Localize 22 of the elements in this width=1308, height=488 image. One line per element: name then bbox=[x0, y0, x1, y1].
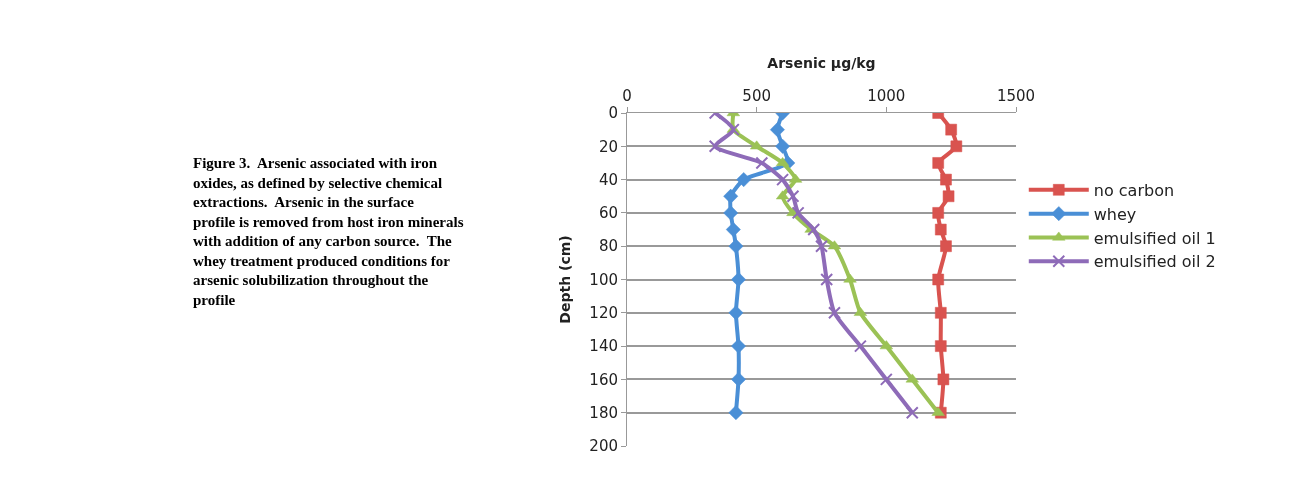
legend-label: emulsified oil 2 bbox=[1093, 252, 1216, 272]
y-tick-label: 200 bbox=[589, 437, 618, 456]
y-tick-label: 180 bbox=[589, 403, 618, 422]
legend-label: whey bbox=[1093, 204, 1137, 224]
legend-label: no carbon bbox=[1093, 181, 1175, 201]
caption: Figure 3. Arsenic associated with iron oxides, as defined by selective chemical extractions. Arsenic in the surface profile is removed from host iron minerals with addition of any carbon source. The whey treatment produced conditions for arsenic solubilization throughout the profile bbox=[193, 155, 464, 308]
y-tick-label: 60 bbox=[598, 204, 618, 223]
y-tick-label: 20 bbox=[598, 137, 618, 156]
x-tick-label: 1000 bbox=[867, 87, 906, 105]
x-tick-label: 500 bbox=[742, 87, 771, 105]
y-tick-label: 120 bbox=[589, 304, 618, 323]
y-axis-title: Depth (cm) bbox=[556, 235, 573, 324]
y-tick-label: 40 bbox=[598, 170, 618, 189]
y-tick-label: 80 bbox=[598, 237, 618, 256]
x-axis-title: Arsenic µg/kg bbox=[767, 54, 876, 71]
y-tick-label: 140 bbox=[589, 337, 618, 356]
legend-label: emulsified oil 1 bbox=[1093, 228, 1216, 248]
y-tick-label: 100 bbox=[589, 270, 618, 289]
y-tick-label: 0 bbox=[608, 104, 618, 123]
x-tick-label: 0 bbox=[622, 87, 632, 105]
y-tick-label: 160 bbox=[589, 370, 618, 389]
x-tick-label: 1500 bbox=[996, 87, 1036, 105]
